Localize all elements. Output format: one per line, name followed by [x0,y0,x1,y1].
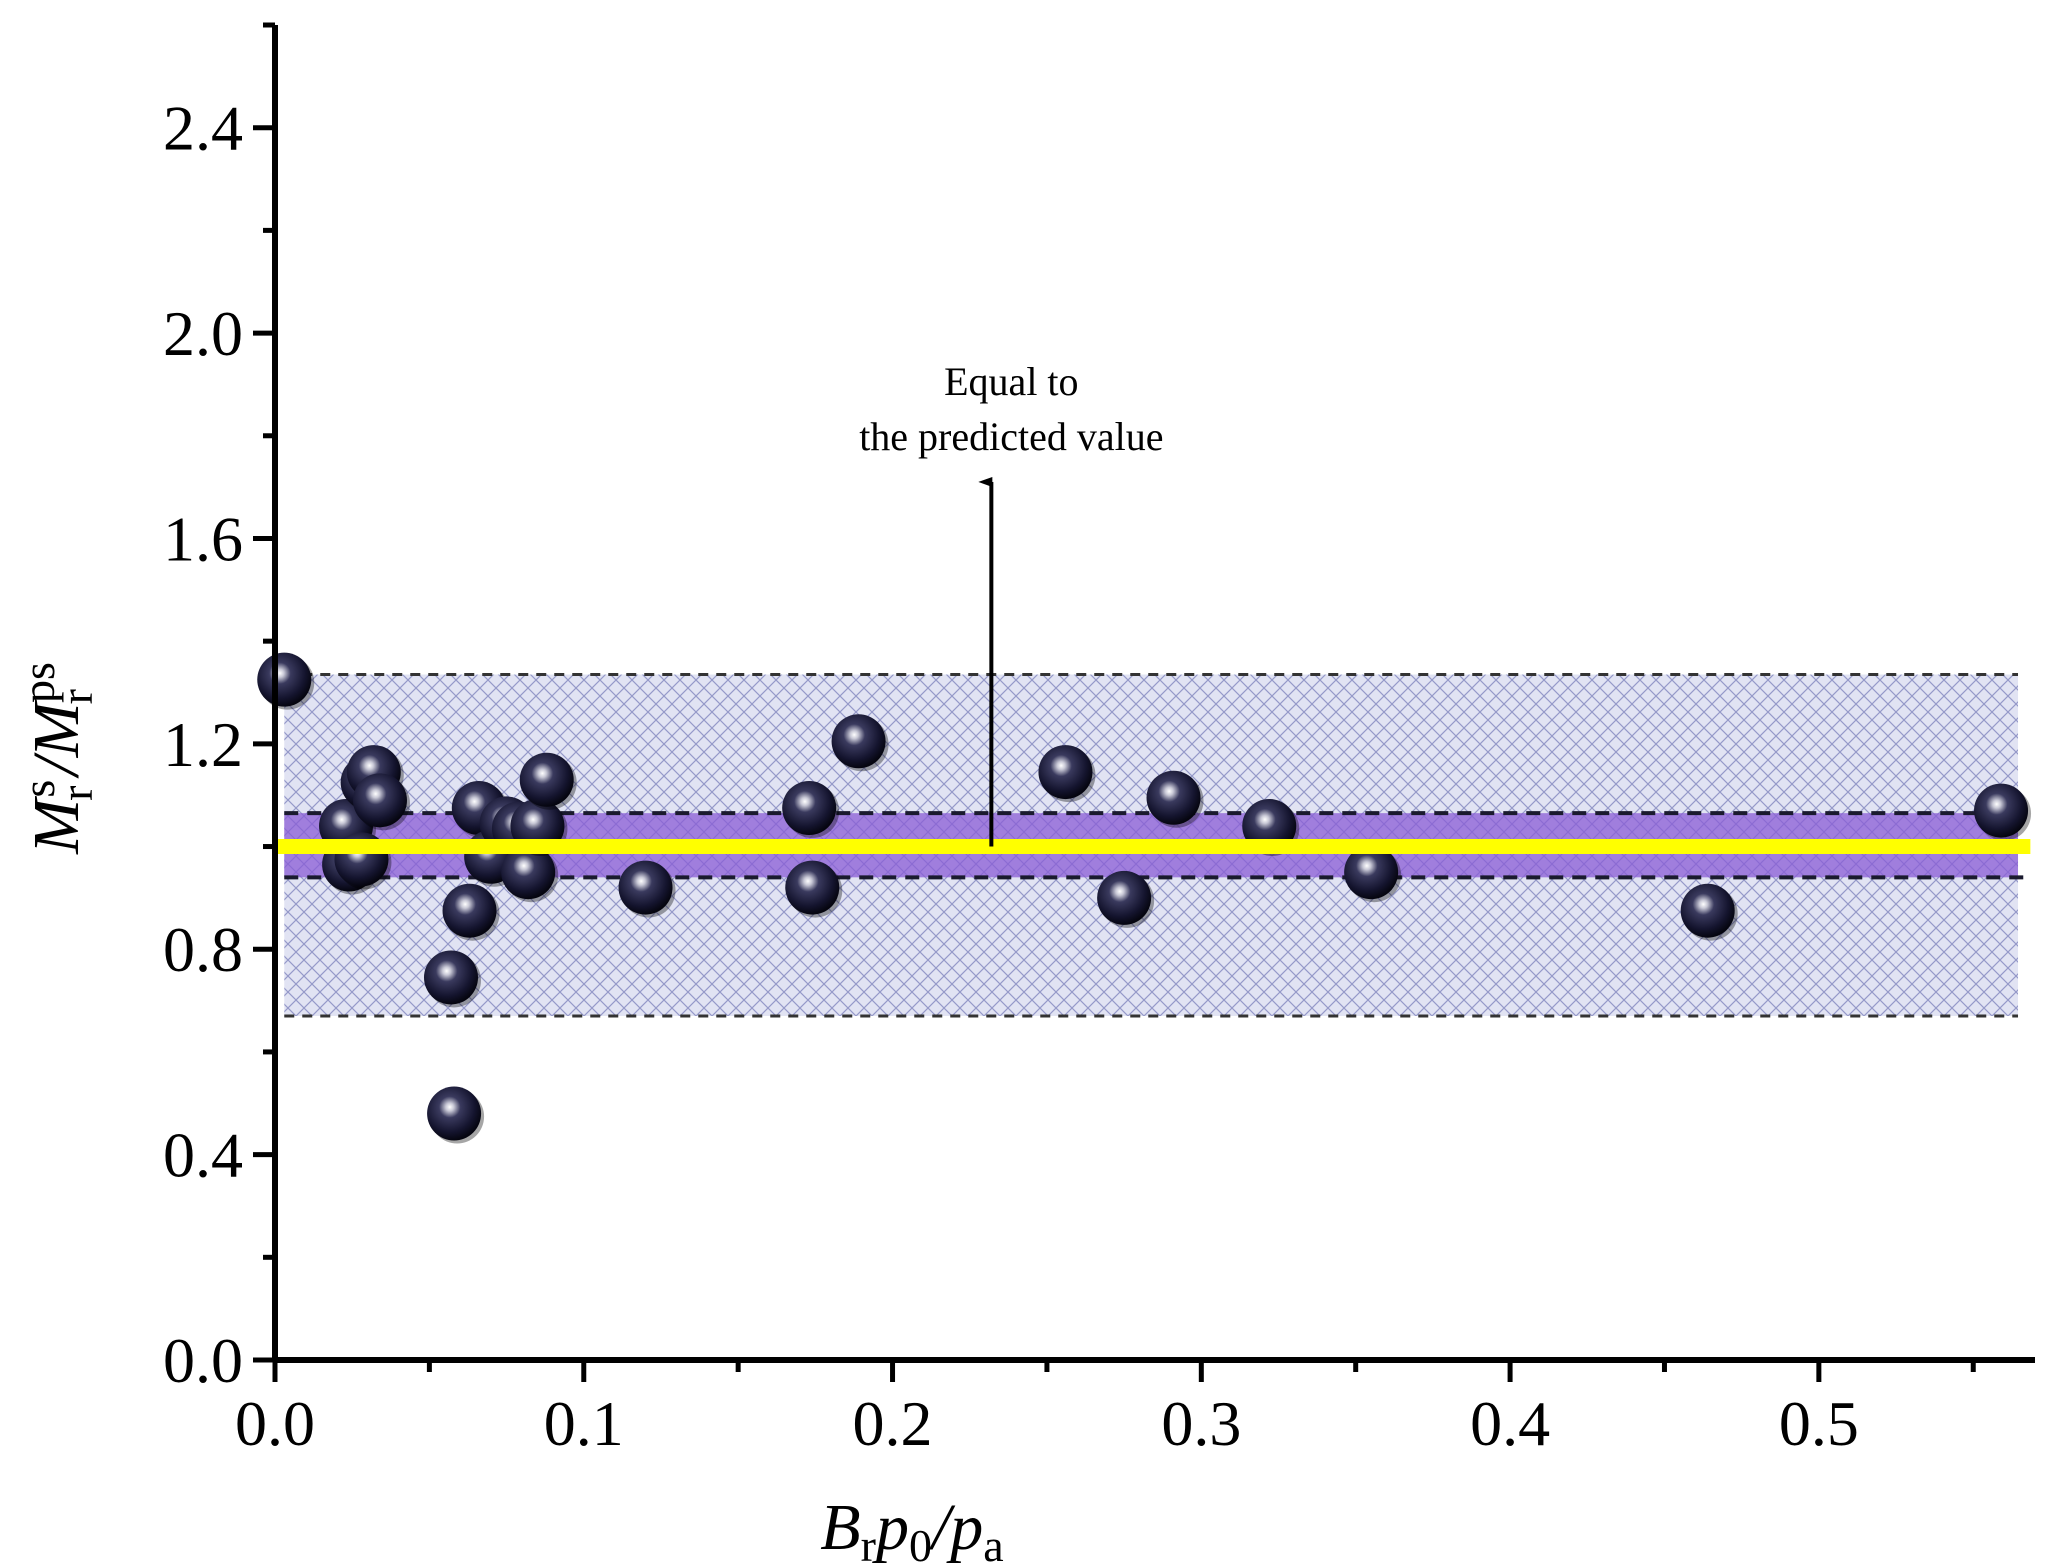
data-point-ball [501,845,556,900]
data-point [1097,870,1155,928]
y-tick-label: 1.2 [163,709,243,780]
x-tick-label: 0.3 [1161,1388,1241,1459]
y-tick-label: 0.4 [163,1120,243,1191]
x-title-sub-r: r [861,1520,876,1565]
y-tick-label: 0.0 [163,1325,243,1396]
annotation-text-line2: the predicted value [859,414,1163,459]
data-point-ball [831,714,886,769]
x-title-B: B [820,1491,860,1564]
y-title-sub-r: r [51,786,102,801]
data-point [442,883,500,941]
data-point [1680,883,1738,941]
data-point [831,714,889,772]
data-point [501,845,559,903]
data-point-ball [1680,883,1735,938]
data-point [1146,770,1204,828]
x-axis-title: Brp0/pa [820,1491,1003,1565]
data-point-ball [618,860,673,915]
y-tick-label: 1.6 [163,503,243,574]
data-point [1038,745,1096,803]
data-point-ball [785,860,840,915]
x-tick-label: 0.5 [1779,1388,1859,1459]
x-tick-label: 0.0 [235,1388,315,1459]
data-point [618,860,676,918]
x-tick-label: 0.4 [1470,1388,1550,1459]
data-point [782,781,840,839]
y-title-sub-r2: r [51,689,102,704]
data-point [519,752,577,810]
annotation-text-line1: Equal to [944,359,1078,404]
data-point-ball [257,652,312,707]
y-tick-label: 0.8 [163,914,243,985]
data-point [1974,783,2032,841]
data-point [427,1086,485,1144]
data-point-ball [442,883,497,938]
data-point-ball [1344,845,1399,900]
x-title-sub-a: a [983,1520,1003,1565]
data-point-ball [352,773,407,828]
data-point [352,773,410,831]
data-point [785,860,843,918]
data-point-ball [1974,783,2029,838]
y-tick-label: 2.4 [163,93,243,164]
x-ticks-group: 0.0 0.1 0.2 0.3 0.4 0.5 [235,1360,1976,1459]
data-point [424,950,481,1008]
data-point-ball [1146,770,1201,825]
x-title-p2: p [946,1491,983,1564]
data-point-ball [427,1086,482,1141]
y-title-sup-s: s [13,780,64,798]
data-point-ball [1038,745,1093,800]
data-point [257,652,315,710]
x-tick-label: 0.2 [853,1388,933,1459]
data-point-ball [1097,870,1152,925]
y-title-sup-ps: ps [13,662,64,703]
y-axis-title: Mrs/Mrps [13,662,102,855]
y-ticks-group: 0.0 0.4 0.8 1.2 1.6 2.0 2.4 [163,22,275,1396]
data-point [1344,845,1402,903]
x-title-sub-0: 0 [909,1520,932,1565]
data-point-ball [424,950,478,1005]
x-title-p: p [872,1491,909,1564]
y-title-M2: M [20,698,93,758]
y-title-M: M [20,795,93,855]
x-tick-label: 0.1 [544,1388,624,1459]
axes-group: 0.0 0.4 0.8 1.2 1.6 2.0 2.4 0.0 0.1 0.2 0.3 0.4 0.5 [163,22,2035,1459]
data-point-ball [519,752,574,807]
y-tick-label: 2.0 [163,298,243,369]
data-point-ball [782,781,837,836]
annotation-group: Equal to the predicted value [859,359,1163,847]
